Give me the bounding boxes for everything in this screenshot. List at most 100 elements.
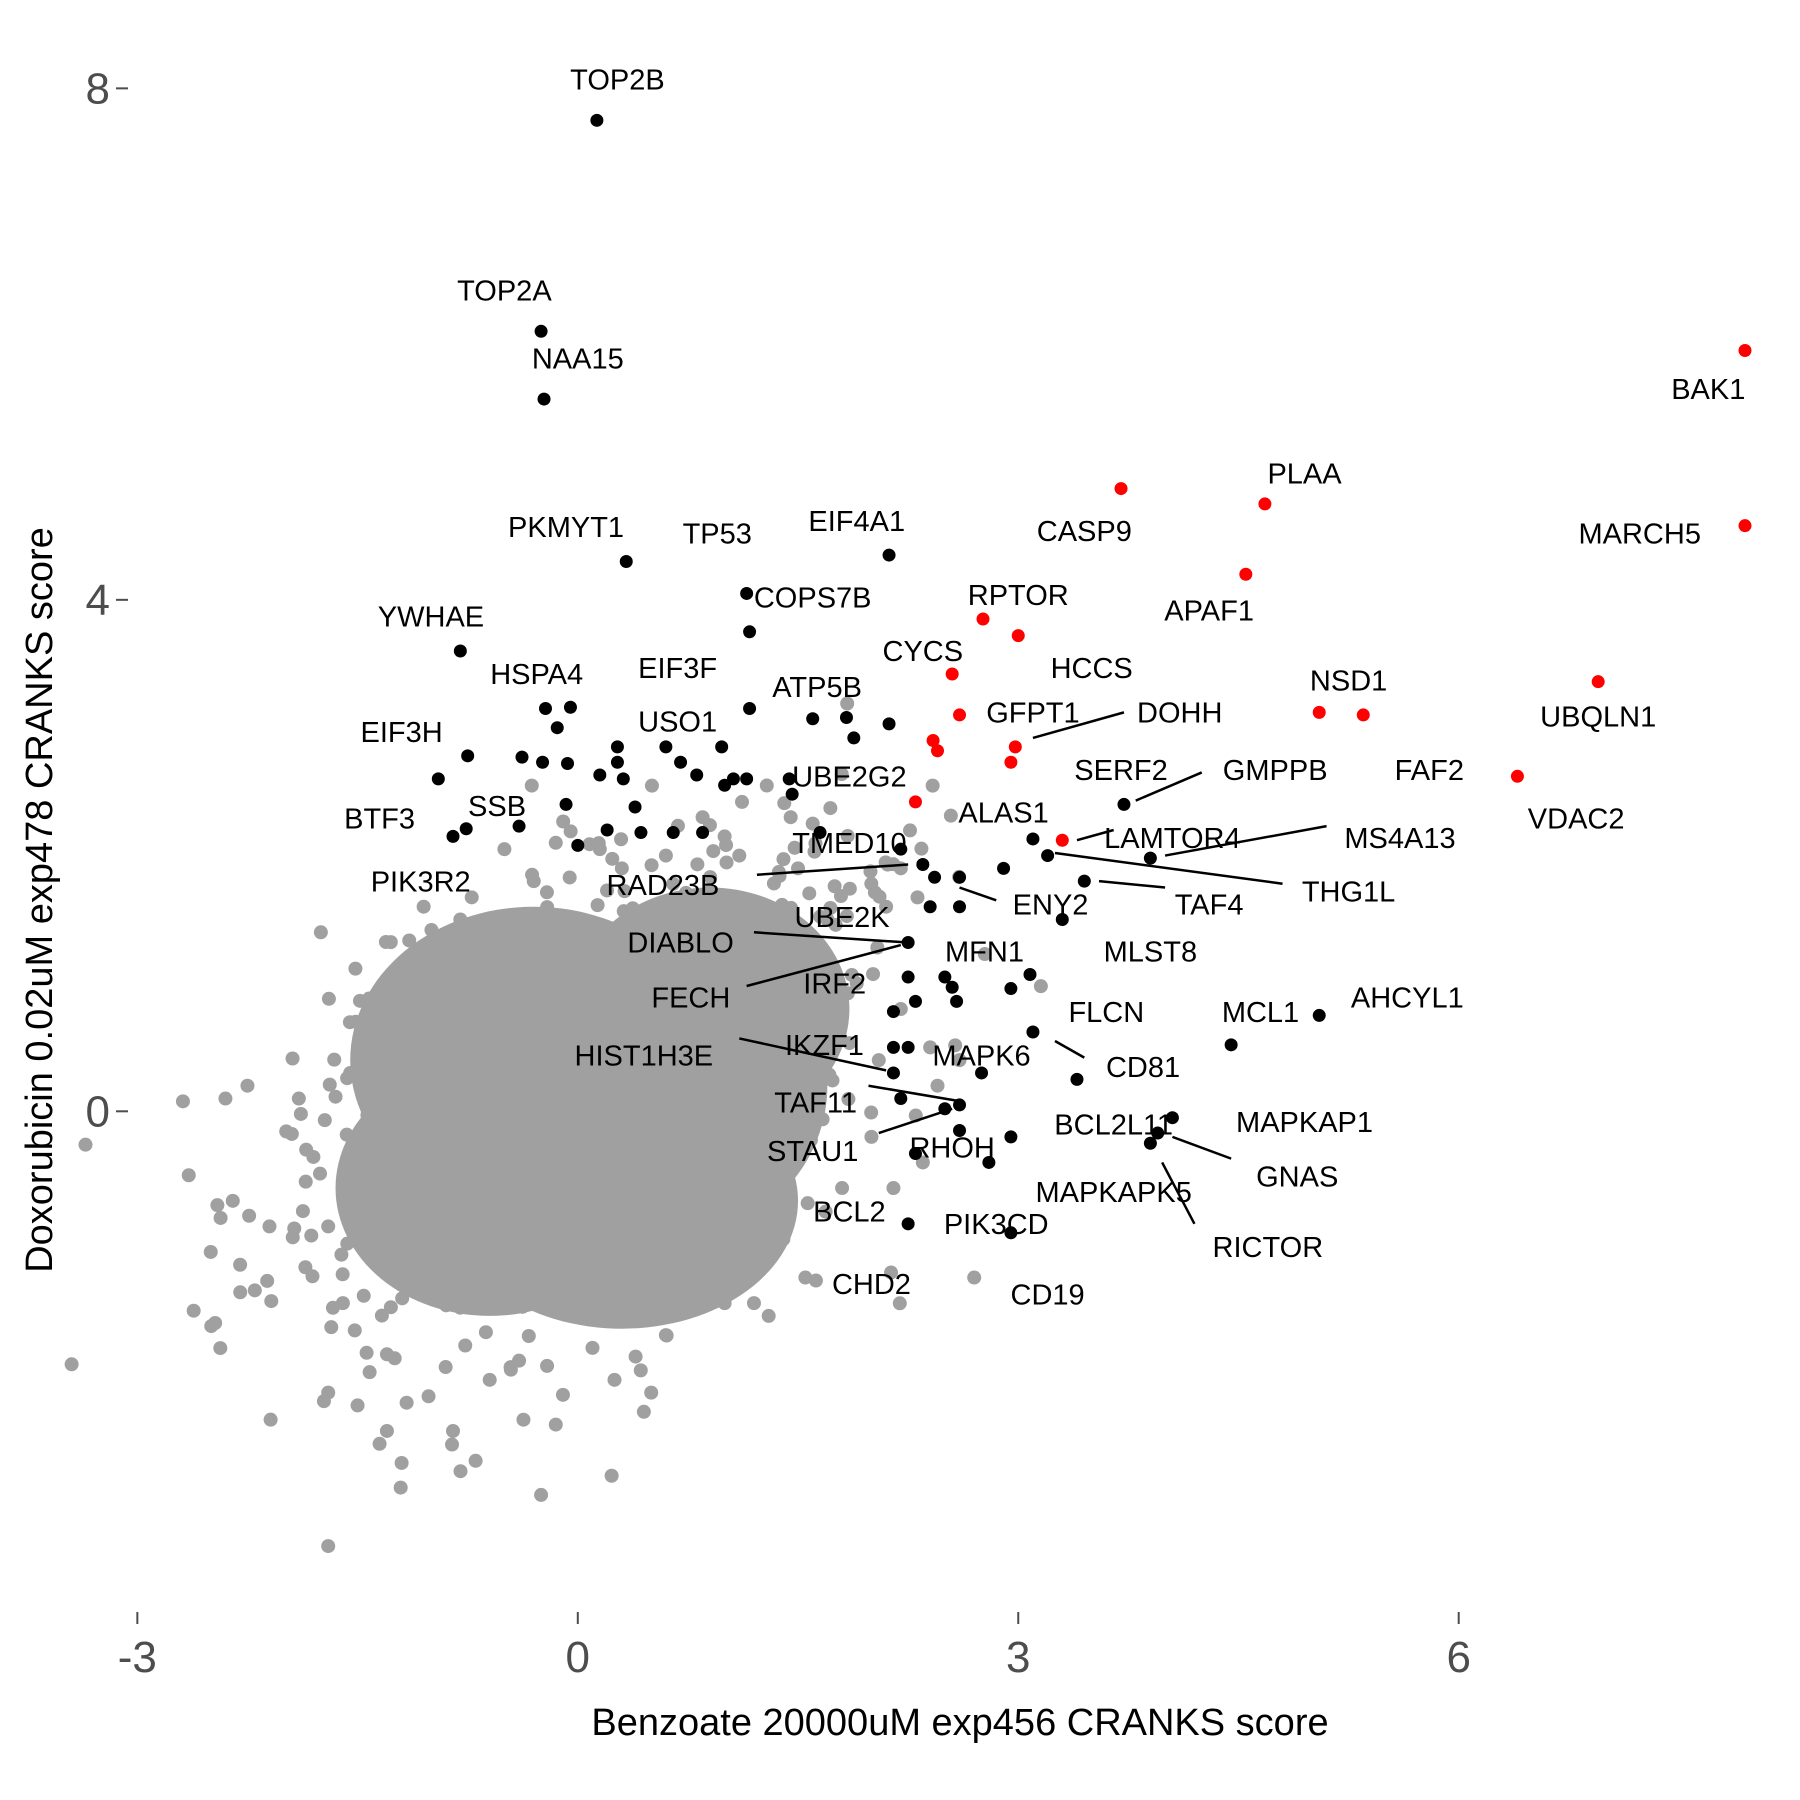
highlight-point-black [600,823,614,837]
highlight-point-red [1239,567,1253,581]
background-points [64,696,1048,1554]
gene-label: THG1L [1302,877,1395,909]
gene-label: RICTOR [1213,1232,1324,1264]
background-point [658,1328,673,1343]
background-point [788,1062,803,1077]
background-point [625,1227,640,1242]
background-point [556,814,571,829]
highlight-point-black [453,644,467,658]
background-point [769,920,784,935]
background-point [580,1266,595,1281]
background-point [522,1140,537,1155]
background-point [871,1053,886,1068]
leader-line [739,1037,887,1072]
leader-line [1171,1135,1232,1160]
background-point [379,1423,394,1438]
highlight-point-black [1055,913,1069,927]
background-point [458,1338,473,1353]
background-point [385,1255,400,1270]
x-tick-label: 6 [1446,1633,1470,1682]
background-point [812,1083,827,1098]
background-point [512,1237,527,1252]
background-point [787,840,802,855]
highlight-point-black [908,994,922,1008]
background-point [489,986,504,1001]
background-point [923,1040,938,1055]
highlight-point-black [1004,982,1018,996]
background-point [599,1175,614,1190]
background-point [424,922,439,937]
background-point [616,904,631,919]
background-point [785,1075,800,1090]
background-point [795,1092,810,1107]
background-point [690,857,705,872]
background-point [415,1189,430,1204]
highlight-point-black [659,740,673,754]
highlight-point-red [1004,755,1018,769]
background-point [943,808,958,823]
background-point [384,1092,399,1107]
background-point [356,1288,371,1303]
highlight-point-black [610,755,624,769]
background-point [478,1095,493,1110]
background-point [322,1077,337,1092]
background-point [484,1039,499,1054]
background-point [697,1157,712,1172]
gene-label: MCL1 [1222,997,1299,1029]
background-point [186,1303,201,1318]
background-point [664,1040,679,1055]
background-point [823,901,838,916]
background-point [735,1131,750,1146]
background-point [686,978,701,993]
background-point [664,1309,679,1324]
background-point [535,1016,550,1031]
background-point [335,1267,350,1282]
background-point [430,1288,445,1303]
background-point [647,986,662,1001]
highlight-point-black [813,826,827,840]
gene-label: CD81 [1106,1052,1180,1084]
background-point [577,1293,592,1308]
leader-line [1054,851,1283,885]
background-point [218,1091,233,1106]
background-point [618,1082,633,1097]
background-point [416,899,431,914]
gene-label: SERF2 [1074,755,1167,787]
background-point [407,1017,422,1032]
gene-label: UBQLN1 [1540,701,1656,733]
gene-label: CYCS [883,636,964,668]
background-point [321,1539,336,1554]
background-point [360,1108,375,1123]
background-point [240,1078,255,1093]
background-point [675,1221,690,1236]
gene-label: RAD23B [607,870,720,902]
background-point [823,801,838,816]
gene-label: PIK3CD [944,1209,1049,1241]
background-point [767,907,782,922]
leader-line [1098,879,1166,889]
background-point [313,925,328,940]
highlight-point-black [938,1102,952,1116]
background-point [866,967,881,982]
background-point [408,1130,423,1145]
highlight-point-red [931,744,944,758]
background-point [327,1052,342,1067]
gene-label: MS4A13 [1344,823,1455,855]
background-point [548,1015,563,1030]
background-point [383,1300,398,1315]
background-point [585,1340,600,1355]
background-point [340,1236,355,1251]
background-point [805,816,820,831]
background-point [514,1019,529,1034]
background-point [555,1387,570,1402]
background-point [607,1372,622,1387]
highlight-point-black [901,1217,915,1231]
highlight-point-black [916,858,930,872]
background-point [555,964,570,979]
background-point [409,989,424,1004]
background-point [478,1325,493,1340]
background-point [210,1198,225,1213]
background-point [611,1190,626,1205]
highlight-point-red [1055,833,1069,847]
background-point [613,1305,628,1320]
